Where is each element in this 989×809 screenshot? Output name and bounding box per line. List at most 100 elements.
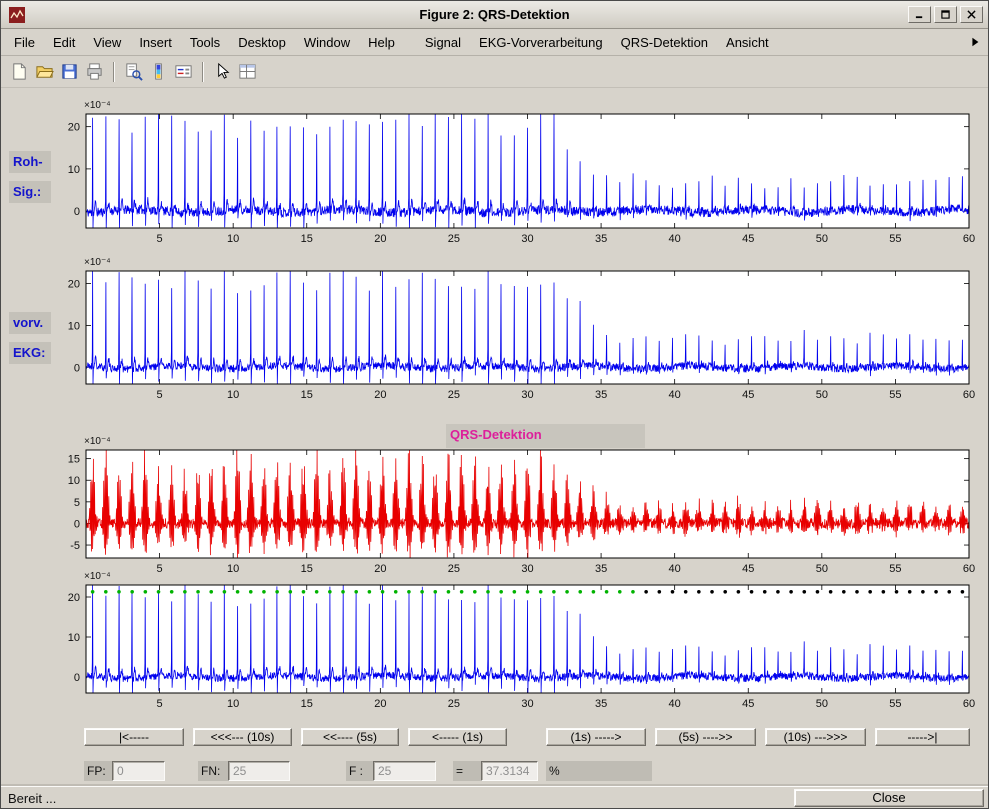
property-editor-icon[interactable]	[235, 60, 260, 83]
f-input[interactable]	[373, 761, 436, 781]
menu-item-tools[interactable]: Tools	[189, 34, 221, 50]
nav-back-10s-button[interactable]: <<<--- (10s)	[193, 728, 292, 746]
svg-text:50: 50	[816, 563, 828, 575]
svg-text:×10⁻⁴: ×10⁻⁴	[84, 257, 111, 268]
svg-text:0: 0	[74, 518, 80, 530]
svg-text:×10⁻⁴: ×10⁻⁴	[84, 436, 111, 447]
svg-text:50: 50	[816, 233, 828, 245]
svg-text:10: 10	[68, 632, 80, 644]
svg-text:15: 15	[301, 563, 313, 575]
minimize-icon[interactable]	[908, 6, 931, 23]
ratio-input[interactable]	[481, 761, 538, 781]
legend-icon[interactable]	[171, 60, 196, 83]
toolbar-separator	[202, 61, 204, 82]
menu-item-view[interactable]: View	[93, 34, 122, 50]
svg-text:×10⁻⁴: ×10⁻⁴	[84, 571, 111, 582]
svg-text:10: 10	[227, 698, 239, 710]
menu-item-qrs-detektion[interactable]: QRS-Detektion	[620, 34, 709, 50]
nav-fwd-10s-button[interactable]: (10s) --->>>	[765, 728, 866, 746]
svg-text:25: 25	[448, 233, 460, 245]
svg-text:30: 30	[521, 563, 533, 575]
fn-input[interactable]	[228, 761, 290, 781]
svg-text:10: 10	[227, 389, 239, 401]
edit-plot-icon[interactable]	[210, 60, 235, 83]
statusbar: Bereit ... Close	[1, 786, 988, 808]
percent-label: %	[546, 761, 652, 781]
nav-end-button[interactable]: ----->|	[875, 728, 970, 746]
svg-text:20: 20	[374, 389, 386, 401]
menu-item-desktop[interactable]: Desktop	[238, 34, 286, 50]
svg-text:40: 40	[669, 698, 681, 710]
menubar: File Edit View Insert Tools Desktop Window Help…	[1, 29, 988, 56]
svg-text:50: 50	[816, 698, 828, 710]
svg-text:10: 10	[227, 563, 239, 575]
close-icon[interactable]	[960, 6, 983, 23]
svg-text:60: 60	[963, 389, 975, 401]
svg-text:10: 10	[227, 233, 239, 245]
window-icon	[9, 7, 25, 23]
svg-text:45: 45	[742, 389, 754, 401]
svg-text:-5: -5	[70, 540, 80, 552]
svg-text:15: 15	[301, 698, 313, 710]
svg-text:0: 0	[74, 362, 80, 374]
nav-fwd-1s-button[interactable]: (1s) ----->	[546, 728, 646, 746]
toolbar	[1, 56, 988, 88]
equals-label: =	[453, 761, 481, 781]
svg-text:15: 15	[301, 389, 313, 401]
window-title: Figure 2: QRS-Detektion	[419, 7, 570, 22]
toolbar-separator	[113, 61, 115, 82]
menu-item-ansicht[interactable]: Ansicht	[726, 34, 769, 50]
svg-text:55: 55	[889, 233, 901, 245]
svg-text:10: 10	[68, 475, 80, 487]
svg-text:50: 50	[816, 389, 828, 401]
svg-text:0: 0	[74, 672, 80, 684]
maximize-icon[interactable]	[934, 6, 957, 23]
svg-text:55: 55	[889, 563, 901, 575]
svg-text:30: 30	[521, 389, 533, 401]
raw-signal-label-line1: Roh-	[9, 151, 51, 173]
save-icon[interactable]	[57, 60, 82, 83]
svg-text:55: 55	[889, 389, 901, 401]
f-label: F :	[346, 761, 373, 781]
svg-text:25: 25	[448, 389, 460, 401]
plot-preprocessed-ecg: 5 10 15 20 25 30 35 40 45 50 55 60 0 10 20 ×10⁻⁴	[68, 257, 975, 401]
svg-text:20: 20	[374, 233, 386, 245]
menu-item-window[interactable]: Window	[303, 34, 351, 50]
fp-input[interactable]	[112, 761, 165, 781]
menu-item-signal[interactable]: Signal	[424, 34, 462, 50]
menu-item-insert[interactable]: Insert	[139, 34, 172, 50]
preprocessed-label-line2: EKG:	[9, 342, 51, 364]
menu-item-file[interactable]: File	[14, 34, 35, 50]
menu-item-edit[interactable]: Edit	[52, 34, 76, 50]
svg-text:35: 35	[595, 389, 607, 401]
svg-text:45: 45	[742, 563, 754, 575]
svg-text:35: 35	[595, 233, 607, 245]
menu-item-help[interactable]: Help	[368, 34, 395, 50]
svg-text:15: 15	[301, 233, 313, 245]
nav-fwd-5s-button[interactable]: (5s) ---->>	[655, 728, 756, 746]
svg-text:60: 60	[963, 563, 975, 575]
svg-text:35: 35	[595, 698, 607, 710]
close-button[interactable]: Close	[794, 789, 984, 807]
fp-label: FP:	[84, 761, 112, 781]
svg-text:20: 20	[68, 122, 80, 134]
nav-back-1s-button[interactable]: <----- (1s)	[408, 728, 507, 746]
svg-text:5: 5	[157, 389, 163, 401]
open-file-icon[interactable]	[32, 60, 57, 83]
colorbar-icon[interactable]	[146, 60, 171, 83]
window-controls	[908, 6, 983, 23]
new-file-icon[interactable]	[7, 60, 32, 83]
menu-item-ekg-vorverarbeitung[interactable]: EKG-Vorverarbeitung	[479, 34, 603, 50]
print-icon[interactable]	[82, 60, 107, 83]
svg-text:5: 5	[157, 698, 163, 710]
nav-back-5s-button[interactable]: <<---- (5s)	[301, 728, 399, 746]
menu-overflow-icon[interactable]	[970, 36, 982, 48]
svg-text:5: 5	[157, 563, 163, 575]
print-preview-icon[interactable]	[121, 60, 146, 83]
svg-text:×10⁻⁴: ×10⁻⁴	[84, 100, 111, 111]
svg-text:40: 40	[669, 389, 681, 401]
plot-raw-signal: 5 10 15 20 25 30 35 40 45 50 55 60 0 10 20 ×10⁻⁴	[68, 100, 975, 245]
nav-start-button[interactable]: |<-----	[84, 728, 184, 746]
svg-text:20: 20	[374, 563, 386, 575]
svg-text:35: 35	[595, 563, 607, 575]
